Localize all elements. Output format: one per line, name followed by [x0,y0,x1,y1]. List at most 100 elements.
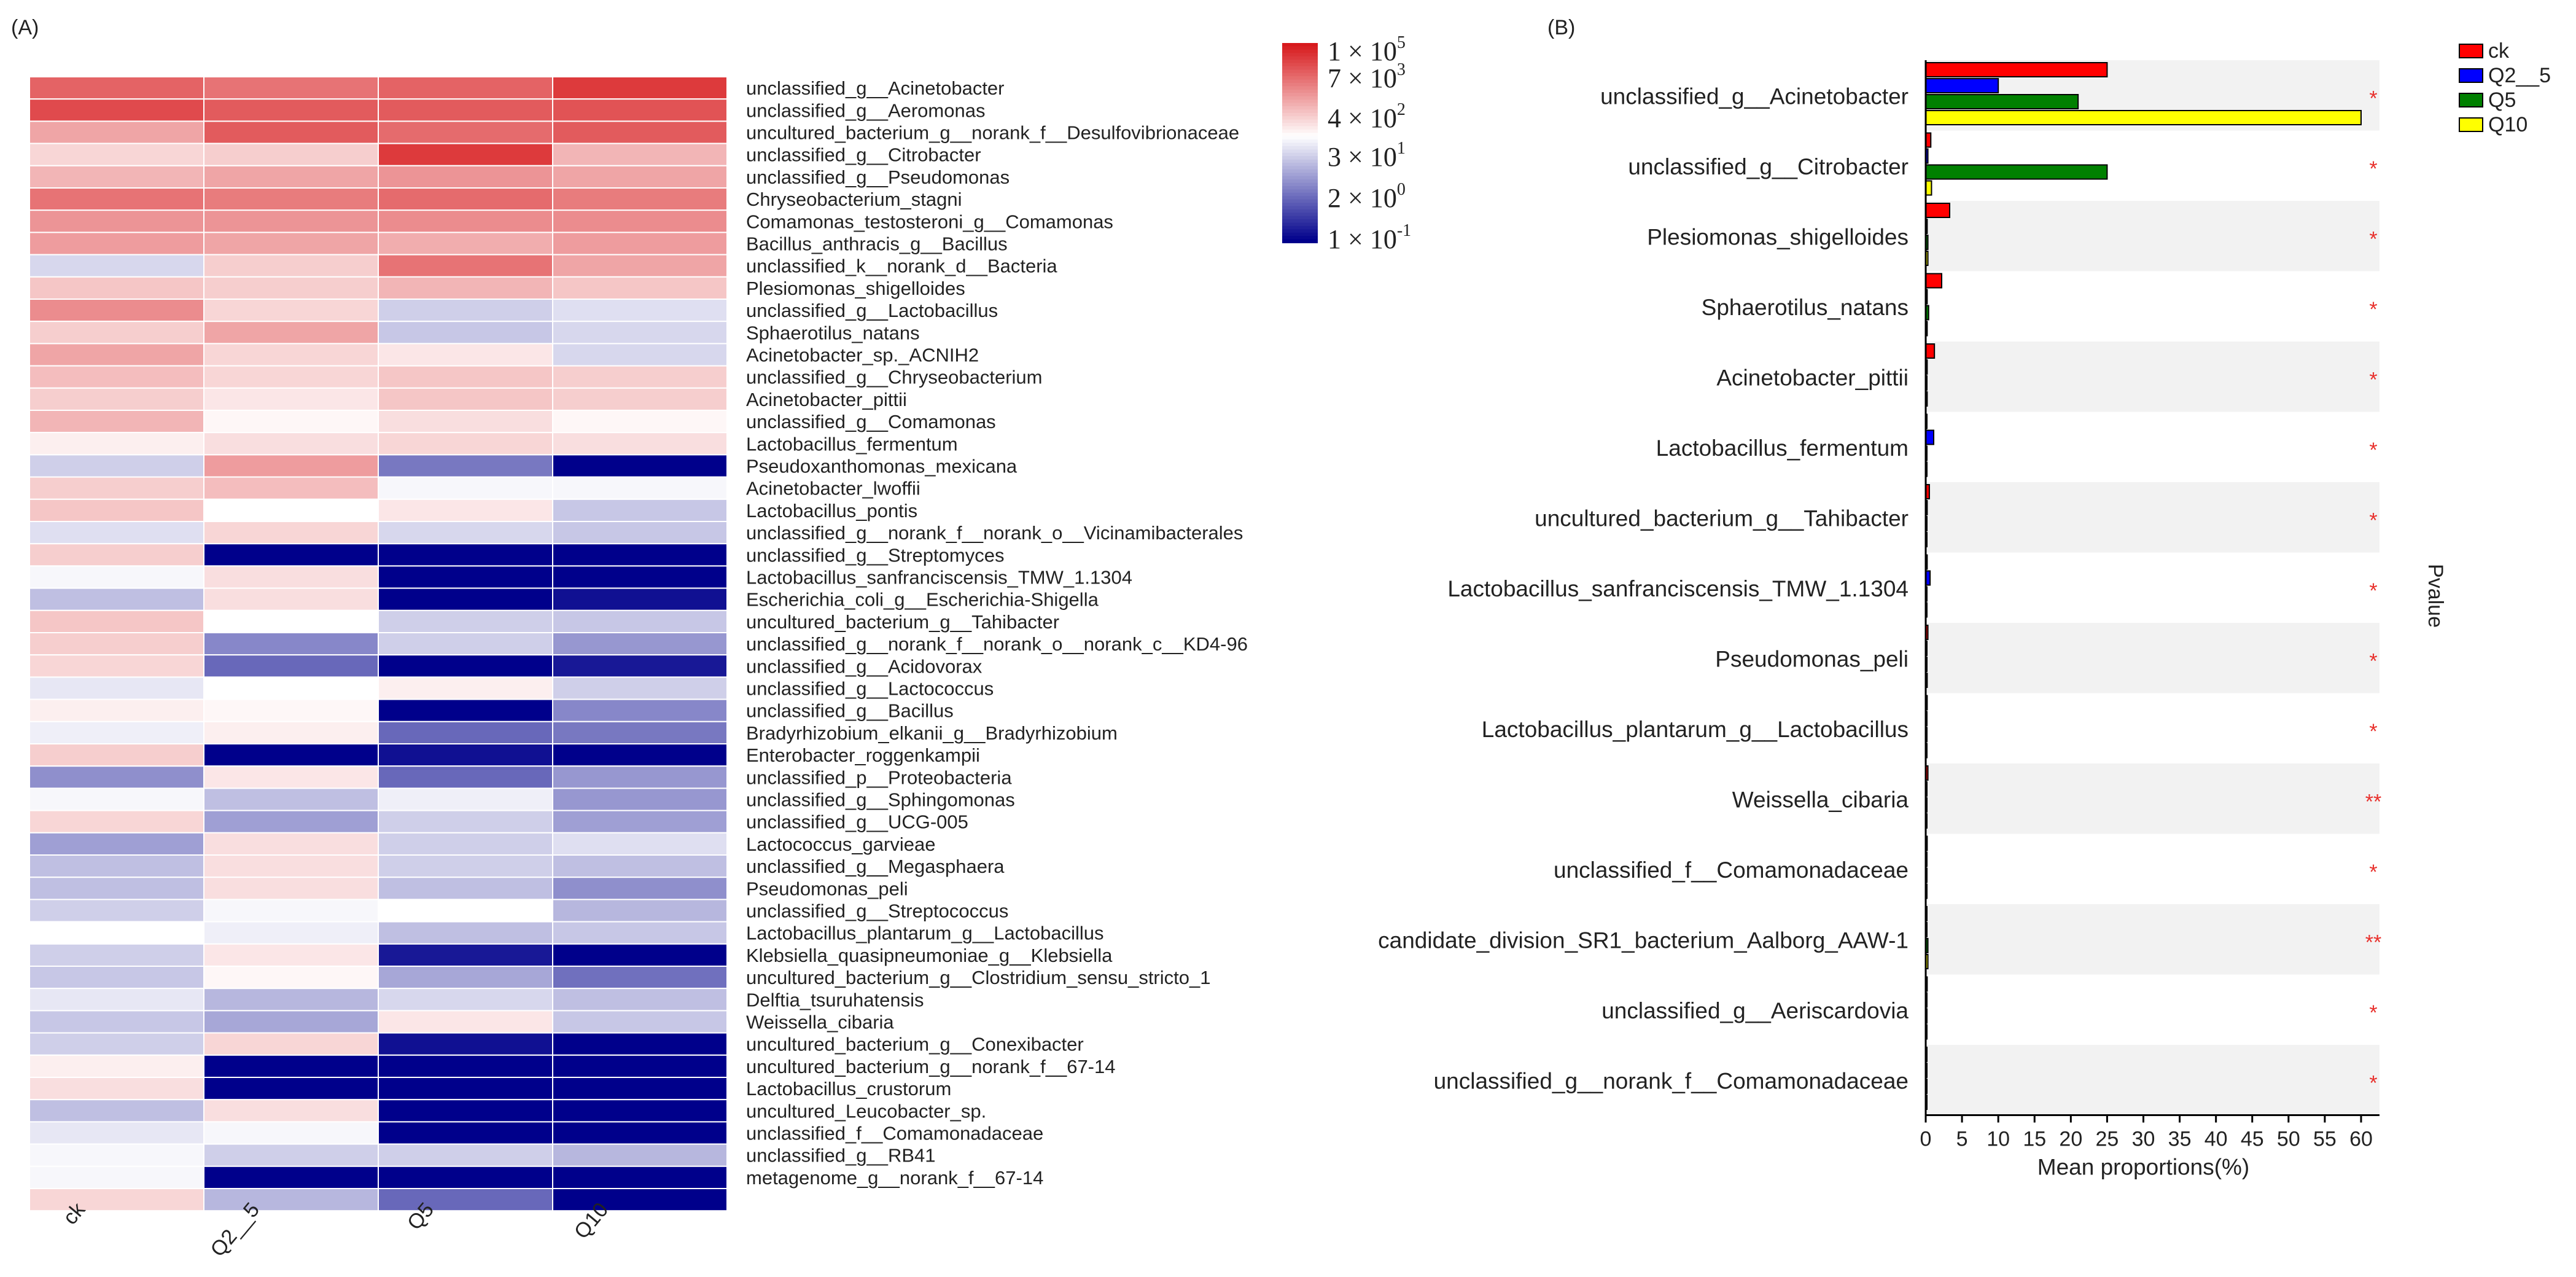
bar-chart-panel: (B) unclassified_g__Acinetobacterunclass… [1378,16,2551,1180]
heatmap-cell [552,120,728,144]
x-tick-label: 40 [2204,1128,2228,1151]
heatmap-cell [29,698,204,722]
heatmap-cell [378,1077,553,1101]
heatmap-cell [29,1165,204,1190]
legend-swatch-Q5 [2459,93,2483,107]
colorbar-tick-base: 2 × 10 [1328,183,1397,213]
heatmap-cell [29,187,204,211]
heatmap-cell [552,365,728,389]
heatmap-cell [29,1010,204,1034]
heatmap-cell [378,988,553,1012]
bar-ck [1925,62,2108,77]
heatmap-row-label: Chryseobacterium_stagni [746,189,962,210]
heatmap-cell [378,276,553,300]
heatmap-cell [552,498,728,522]
heatmap-row-label: Lactobacillus_crustorum [746,1078,951,1099]
colorbar-gradient-step [1282,129,1318,134]
heatmap-row-label: unclassified_g__Pseudomonas [746,166,1010,188]
heatmap-cell [378,1099,553,1123]
heatmap-cell [203,698,379,722]
heatmap-row-label: unclassified_g__UCG-005 [746,811,968,833]
heatmap-cell [378,410,553,434]
heatmap-cell [203,432,379,456]
heatmap-cell [29,410,204,434]
heatmap-cell [378,765,553,789]
x-tick-label: 0 [1920,1128,1932,1151]
heatmap-cell [203,743,379,767]
colorbar-gradient-step [1282,46,1318,50]
heatmap-cell [378,810,553,834]
heatmap-cell [203,254,379,278]
heatmap-cell [203,98,379,122]
bar-category-label: Weissella_cibaria [1732,787,1909,812]
colorbar-gradient-step [1282,222,1318,227]
heatmap-cell [29,565,204,589]
heatmap-cell [552,232,728,256]
x-tick-label: 15 [2023,1128,2046,1151]
heatmap-cell [552,854,728,878]
heatmap-cell [203,1165,379,1190]
heatmap-cell [378,632,553,656]
heatmap-cell [203,1143,379,1167]
heatmap-cell [29,365,204,389]
heatmap-cell [552,654,728,678]
colorbar-gradient-step [1282,93,1318,97]
heatmap-cell [378,565,553,589]
x-tick-label: 30 [2132,1128,2155,1151]
colorbar-gradient-step [1282,100,1318,104]
heatmap-cell [203,587,379,611]
heatmap-cell [203,654,379,678]
bar-row-band [1926,763,2379,834]
heatmap-cell [552,787,728,811]
colorbar-gradient-step [1282,116,1318,120]
heatmap-cell [203,565,379,589]
heatmap-cell [378,387,553,411]
significance-marker: ** [2365,790,2381,813]
heatmap-cell [203,832,379,856]
heatmap-cell [552,543,728,567]
x-tick-label: 25 [2096,1128,2119,1151]
heatmap-cell [552,165,728,189]
x-tick-label: 20 [2059,1128,2082,1151]
heatmap-cell [203,966,379,990]
bar-category-label: Pseudomonas_peli [1715,646,1909,671]
x-tick-label: 35 [2168,1128,2192,1151]
heatmap-cell [378,187,553,211]
heatmap-cell [203,721,379,745]
bar-Q5 [1925,94,2079,109]
heatmap-row-label: Lactobacillus_fermentum [746,433,958,455]
heatmap-cell [29,787,204,811]
heatmap-cell [378,76,553,100]
colorbar-gradient-step [1282,123,1318,127]
heatmap-cell [552,387,728,411]
pvalue-label: Pvalue [2424,564,2447,628]
colorbar-tick-base: 7 × 10 [1328,63,1397,93]
bar-row-band [1926,1045,2379,1115]
heatmap-cell [552,98,728,122]
heatmap-cell [378,1121,553,1145]
heatmap-cell [552,632,728,656]
heatmap-row-label: Lactococcus_garvieae [746,834,935,855]
heatmap-cell [378,899,553,923]
colorbar-gradient-step [1282,219,1318,224]
heatmap-cell [378,454,553,478]
heatmap-cell [378,943,553,967]
heatmap-cell [552,743,728,767]
colorbar-gradient-step [1282,133,1318,137]
heatmap-row-label: Bacillus_anthracis_g__Bacillus [746,233,1008,255]
legend-swatch-ck [2459,44,2483,58]
colorbar-gradient-step [1282,232,1318,237]
heatmap-cell [378,1165,553,1190]
heatmap-cell [203,1010,379,1034]
colorbar-tick-label: 2 × 100 [1328,180,1406,213]
heatmap-row-label: uncultured_bacterium_g__norank_f__Desulf… [746,122,1239,144]
heatmap-row-label: Acinetobacter_pittii [746,389,907,410]
heatmap-row-label: unclassified_g__norank_f__norank_o__Vici… [746,522,1243,544]
heatmap-cell [29,988,204,1012]
heatmap-cell [29,721,204,745]
colorbar-gradient-step [1282,239,1318,243]
heatmap-cell [203,787,379,811]
heatmap-cell [203,1077,379,1101]
heatmap-cell [552,1032,728,1056]
heatmap-cell [378,476,553,500]
